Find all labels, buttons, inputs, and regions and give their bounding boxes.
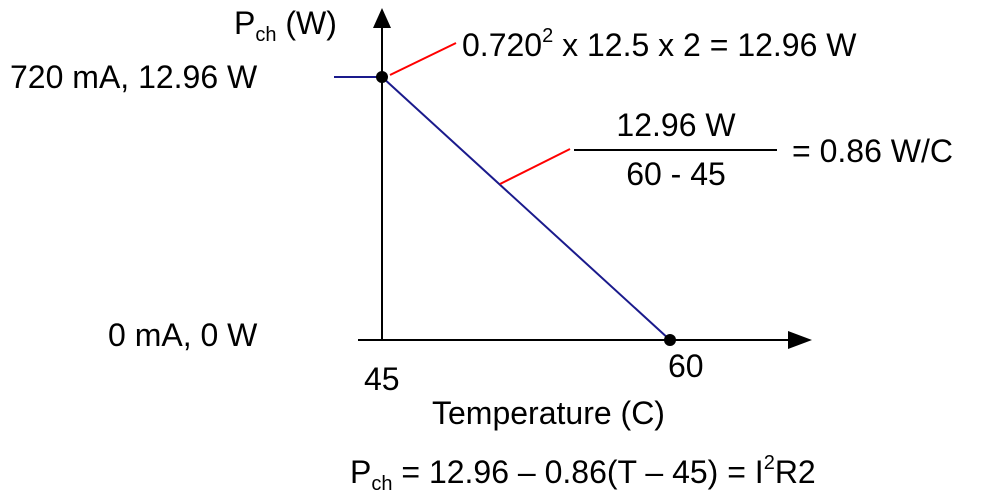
point-bottom-label: 0 mA, 0 W — [108, 317, 258, 353]
derating-line — [381, 76, 671, 341]
slope-callout-line — [499, 148, 571, 185]
data-point-top — [376, 71, 388, 83]
x-axis-arrow — [788, 331, 812, 349]
power-calculation: 0.7202 x 12.5 x 2 = 12.96 W — [462, 25, 857, 63]
y-axis-label: Pch (W) — [234, 5, 337, 46]
x-tick-label-45: 45 — [364, 361, 400, 397]
point-top-label: 720 mA, 12.96 W — [10, 59, 258, 95]
derating-formula: Pch = 12.96 – 0.86(T – 45) = I2R2 — [350, 452, 816, 495]
data-point-bottom — [664, 334, 676, 346]
slope-denominator: 60 - 45 — [626, 156, 726, 192]
y-axis-arrow — [373, 8, 391, 28]
slope-numerator: 12.96 W — [616, 107, 736, 143]
slope-result: = 0.86 W/C — [792, 133, 953, 169]
x-tick-label-60: 60 — [668, 348, 704, 384]
power-callout-line — [389, 42, 457, 76]
x-axis-label: Temperature (C) — [432, 395, 665, 431]
